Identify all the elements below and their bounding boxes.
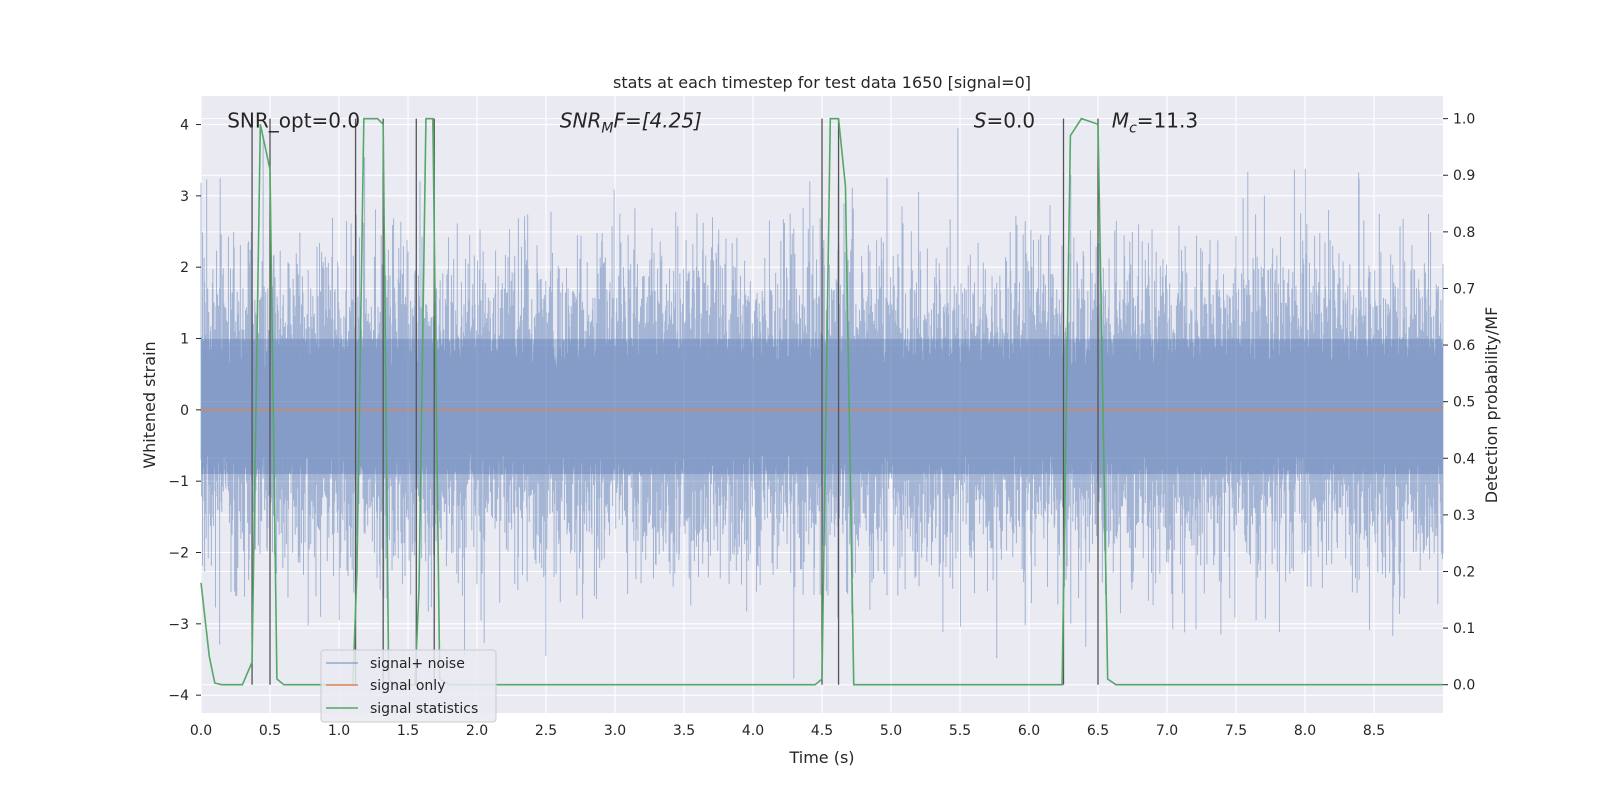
legend-label-statistics: signal statistics [370,701,478,717]
y-tick-label-3: −1 [168,474,189,490]
annotations: SNR_opt=0.0 SNRMF=[4.25] S=0.0 Mc=11.3 [227,109,1198,137]
y-right-tick-label-10: 1.0 [1453,112,1475,128]
x-tick-label-2: 1.0 [328,723,350,739]
legend-label-signal-noise: signal+ noise [370,656,465,672]
y-tick-label-2: −2 [168,546,189,562]
y-axis-label-left: Whitened strain [140,341,159,468]
y-right-tick-label-5: 0.5 [1453,395,1475,411]
annotation-1: SNRMF=[4.25] [560,109,702,137]
x-tick-label-14: 7.0 [1156,723,1178,739]
x-tick-label-3: 1.5 [397,723,419,739]
x-tick-label-7: 3.5 [673,723,695,739]
x-tick-label-0: 0.0 [190,723,212,739]
x-tick-label-4: 2.0 [466,723,488,739]
statistics-series [200,117,1443,686]
y-right-tick-label-1: 0.1 [1453,621,1475,637]
x-tick-label-6: 3.0 [604,723,626,739]
y-tick-label-6: 2 [180,260,189,276]
legend: signal+ noise signal only signal statist… [320,649,497,723]
annotation-3: Mc=11.3 [1112,109,1198,137]
x-tick-label-8: 4.0 [742,723,764,739]
x-tick-label-9: 4.5 [811,723,833,739]
x-tick-label-12: 6.0 [1018,723,1040,739]
legend-label-signal-only: signal only [370,678,445,694]
y-tick-label-4: 0 [180,403,189,419]
y-tick-label-8: 4 [180,118,189,134]
y-right-tick-label-6: 0.6 [1453,338,1475,354]
y-right-tick-label-8: 0.8 [1453,225,1475,241]
x-tick-label-1: 0.5 [259,723,281,739]
statistics-line [200,117,1443,686]
legend-box [320,649,497,723]
y-right-tick-label-2: 0.2 [1453,564,1475,580]
y-right-tick-label-4: 0.4 [1453,451,1475,467]
y-axis-right: 0.0 0.1 0.2 0.3 0.4 0.5 0.6 0.7 0.8 0.9 1.0 [1443,112,1475,694]
y-tick-label-7: 3 [180,189,189,205]
x-tick-label-10: 5.0 [880,723,902,739]
y-axis-left: −4 −3 −2 −1 0 1 2 3 4 [168,118,201,704]
x-tick-label-16: 8.0 [1294,723,1316,739]
x-axis: 0.0 0.5 1.0 1.5 2.0 2.5 3.0 3.5 4.0 4.5 5.0 5.5 6.0 6… [190,723,1385,739]
y-axis-label-right: Detection probability/MF [1482,307,1501,504]
x-tick-label-5: 2.5 [535,723,557,739]
y-right-tick-label-9: 0.9 [1453,168,1475,184]
y-right-tick-label-0: 0.0 [1453,678,1475,694]
y-tick-label-1: −3 [168,617,189,633]
x-tick-label-17: 8.5 [1363,723,1385,739]
x-tick-label-13: 6.5 [1087,723,1109,739]
x-tick-label-11: 5.5 [949,723,971,739]
annotation-0: SNR_opt=0.0 [227,109,360,133]
y-right-tick-label-7: 0.7 [1453,281,1475,297]
x-axis-label: Time (s) [788,748,854,767]
annotation-2: S=0.0 [974,109,1035,133]
x-tick-label-15: 7.5 [1225,723,1247,739]
chart-title: stats at each timestep for test data 165… [613,73,1031,92]
y-tick-label-5: 1 [180,332,189,348]
y-right-tick-label-3: 0.3 [1453,508,1475,524]
y-tick-label-0: −4 [168,688,189,704]
